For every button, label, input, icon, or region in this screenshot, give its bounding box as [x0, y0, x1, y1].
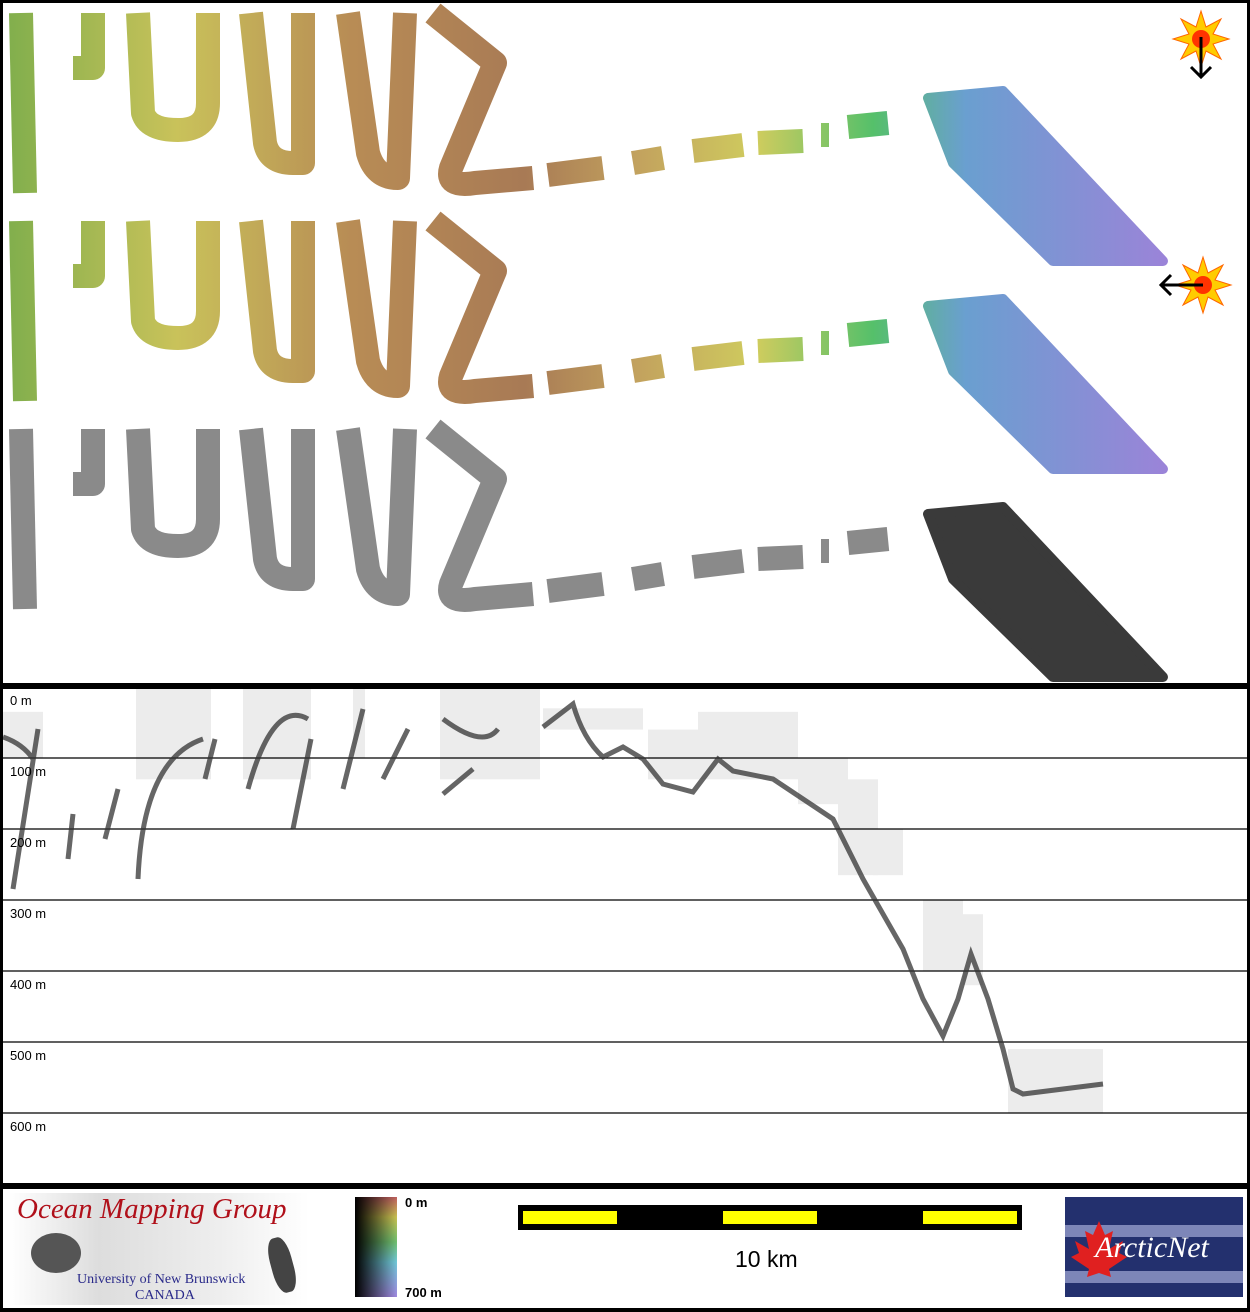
seabed-echo-trace [245, 712, 314, 830]
footer: Ocean Mapping Group University of New Br… [3, 1189, 1247, 1308]
depth-label: 200 m [10, 835, 47, 850]
seabed-echo-trace [441, 699, 1104, 1097]
scale-segment [923, 1211, 1017, 1224]
echogram-block [798, 758, 848, 805]
swath-maps [9, 3, 1168, 682]
omg-logo [9, 1193, 309, 1305]
depth-colorbar [355, 1197, 397, 1297]
scale-segment [723, 1211, 817, 1224]
omg-title: Ocean Mapping Group [17, 1193, 287, 1225]
colorbar-top-label: 0 m [405, 1195, 428, 1210]
seabed-echo-trace [3, 728, 41, 890]
omg-university: University of New Brunswick [77, 1272, 246, 1287]
colorbar-bottom-label: 700 m [405, 1285, 442, 1300]
seabed-echo-trace [65, 788, 121, 860]
echogram-block [1008, 1049, 1103, 1113]
sun-north-icon [1171, 9, 1231, 80]
echogram-block [923, 900, 963, 971]
depth-profile-panel: 0 m 100 m 200 m 300 m 400 m 500 m 600 m [3, 689, 1247, 1183]
scale-bar [518, 1205, 1022, 1230]
sonar-image-icon [264, 1235, 300, 1295]
maple-leaf-icon [1071, 1221, 1127, 1277]
swath-hillshade-sun-east [9, 211, 1168, 474]
swath-hillshade-sun-north [9, 3, 1168, 266]
echogram-block [136, 689, 211, 780]
sun-east-icon [1158, 255, 1233, 315]
depth-label: 500 m [10, 1048, 47, 1063]
echogram-block [648, 729, 698, 780]
swath-backscatter [9, 419, 1168, 682]
depth-label: 0 m [10, 693, 32, 708]
depth-label: 300 m [10, 906, 47, 921]
arcticnet-logo: ArcticNet [1065, 1197, 1243, 1297]
scale-segment [523, 1211, 617, 1224]
arcticnet-text: ArcticNet [1095, 1231, 1209, 1264]
seabed-echo-trace [135, 736, 218, 880]
depth-label: 100 m [10, 764, 47, 779]
omg-country: CANADA [135, 1288, 195, 1303]
depth-label: 400 m [10, 977, 47, 992]
sonar-image-icon [31, 1233, 81, 1273]
echogram-block [698, 711, 798, 780]
echogram-block [543, 708, 643, 730]
seabed-echo-trace [340, 708, 411, 790]
depth-label: 600 m [10, 1119, 47, 1134]
map-panel [3, 3, 1247, 683]
scale-label: 10 km [735, 1246, 798, 1272]
depth-profile [3, 689, 1247, 1114]
